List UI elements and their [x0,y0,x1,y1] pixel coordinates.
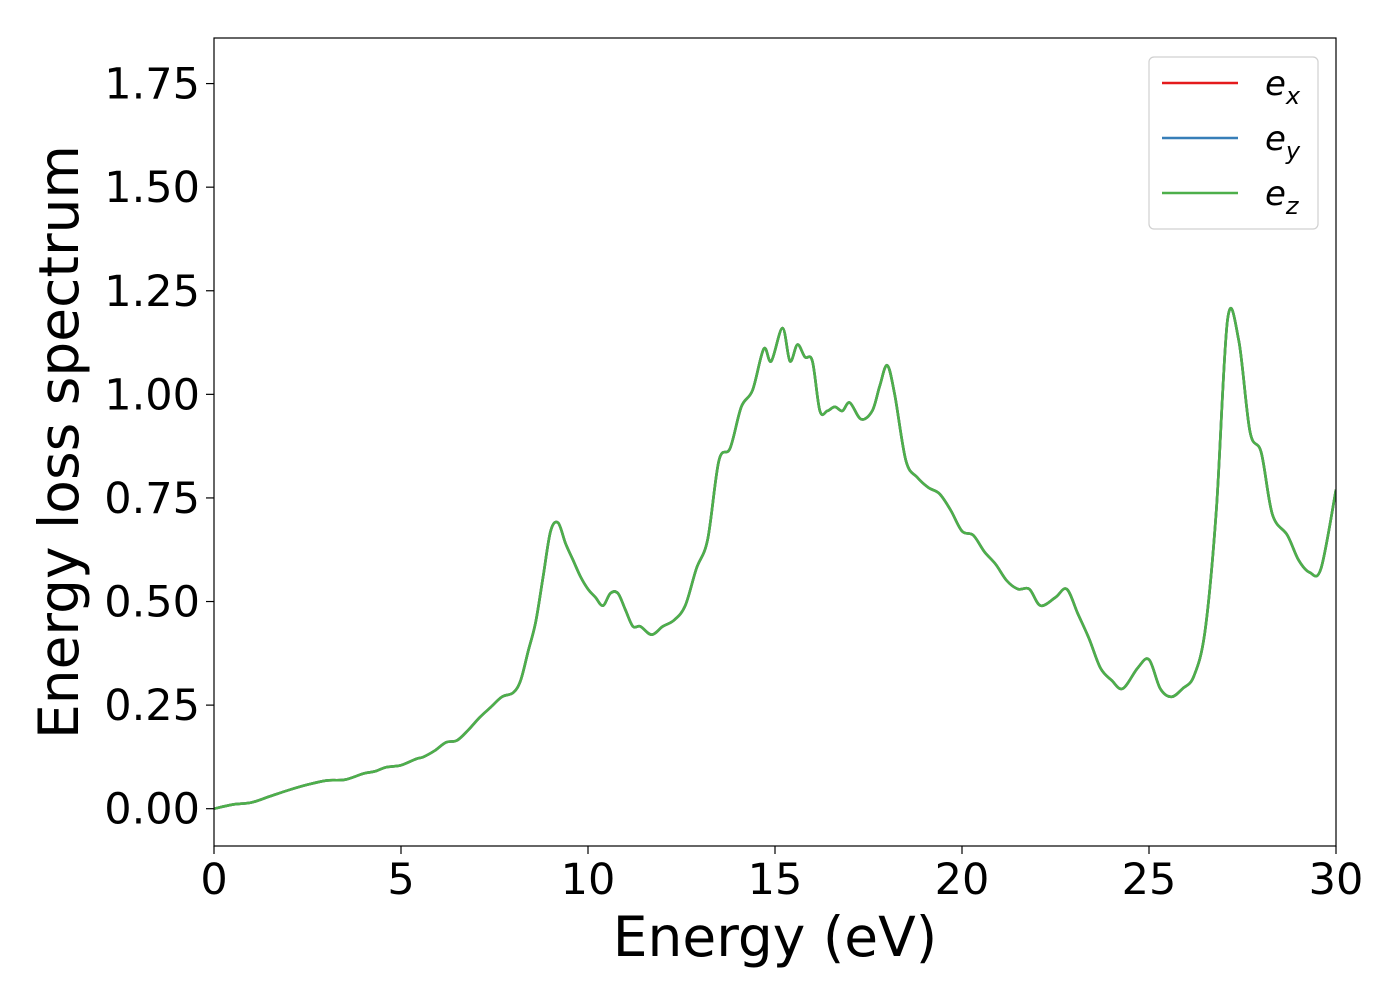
y-tick-label: 1.75 [104,60,200,110]
x-tick-label: 30 [1309,855,1364,905]
y-tick-label: 1.00 [104,370,200,420]
x-tick-label: 25 [1122,855,1177,905]
series-line-x [214,307,1336,810]
x-tick-label: 20 [935,855,990,905]
y-tick-label: 1.25 [104,267,200,317]
series-line-y [214,307,1336,810]
y-axis-ticks: 0.00 0.25 0.50 0.75 1.00 1.25 1.50 1.75 [104,60,214,835]
legend-label-x: ex [1265,64,1301,110]
series-layer [214,307,1336,810]
y-tick-label: 0.25 [104,681,200,731]
y-tick-label: 0.00 [104,785,200,835]
legend-box [1148,56,1319,230]
x-tick-label: 15 [748,855,803,905]
y-tick-label: 1.50 [104,163,200,213]
y-tick-label: 0.50 [104,578,200,628]
y-axis-title: Energy loss spectrum [27,145,91,739]
x-axis-ticks: 0 5 10 15 20 25 30 [200,846,1363,905]
x-tick-label: 5 [387,855,414,905]
x-tick-label: 0 [200,855,227,905]
y-tick-label: 0.75 [104,474,200,524]
x-tick-label: 10 [561,855,616,905]
legend-label-y: ey [1265,119,1301,165]
series-line-z [214,307,1336,810]
x-axis-title: Energy (eV) [613,905,937,969]
